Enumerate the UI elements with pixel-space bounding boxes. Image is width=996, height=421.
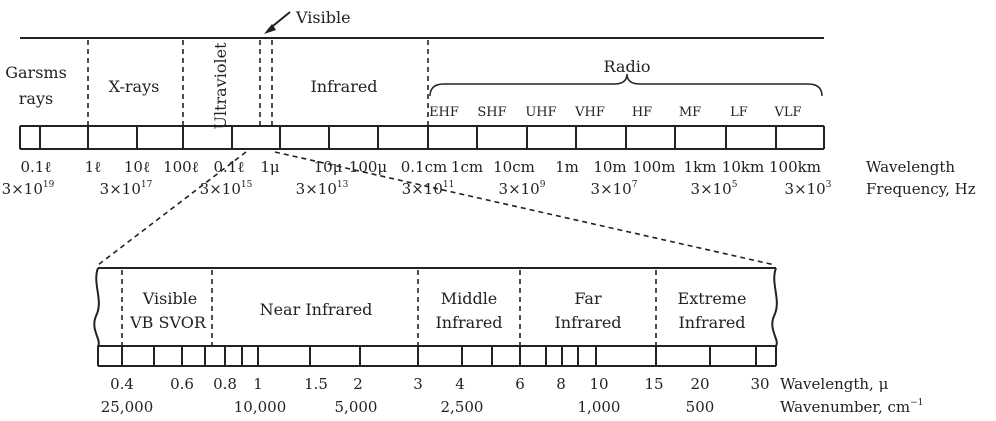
radio-band-mf: MF <box>679 105 701 120</box>
region-visible-line1: Visible <box>142 289 198 308</box>
bottom-wavenumber-tick-label: 5,000 <box>335 398 378 416</box>
region-extreme-infrared-line1: Extreme <box>678 289 747 308</box>
bottom-wavelength-tick-label: 1 <box>253 375 263 393</box>
top-wavelength-tick-label: 0.1cm <box>401 158 447 176</box>
bottom-wavelength-tick-label: 6 <box>515 375 525 393</box>
top-wavelength-tick-label: 0.1ℓ <box>213 158 244 176</box>
top-frequency-tick-label: 3×105 <box>691 180 738 198</box>
top-wavelength-tick-label: 1μ <box>260 158 280 176</box>
radio-band-labels: EHF SHF UHF VHF HF MF LF VLF <box>429 105 801 120</box>
visible-callout-label: Visible <box>295 8 351 27</box>
bottom-wavelength-tick-label: 0.8 <box>213 375 237 393</box>
region-extreme-infrared-line2: Infrared <box>678 313 745 332</box>
radio-band-uhf: UHF <box>525 105 556 120</box>
top-wavelength-tick-label: 1cm <box>451 158 483 176</box>
top-frequency-ticks: 3×1019 3×1017 3×1015 3×1013 3×1011 3×109 3×107… <box>2 180 832 198</box>
radio-band-ehf: EHF <box>429 105 459 120</box>
region-visible-line2: VB SVOR <box>129 313 207 332</box>
radio-band-vhf: VHF <box>574 105 605 120</box>
bottom-wavelength-tick-label: 0.6 <box>170 375 194 393</box>
radio-band-hf: HF <box>632 105 652 120</box>
top-frequency-tick-label: 3×1019 <box>2 180 55 198</box>
bottom-wavy-left <box>93 267 100 347</box>
region-infrared: Infrared <box>310 77 377 96</box>
bottom-wavelength-tick-label: 4 <box>455 375 465 393</box>
bottom-wavelength-tick-label: 15 <box>644 375 663 393</box>
top-wavelength-tick-label: 10m <box>593 158 626 176</box>
bottom-wavelength-tick-label: 3 <box>413 375 423 393</box>
bottom-ruler-ticks <box>97 346 777 366</box>
region-xrays: X-rays <box>109 77 160 96</box>
top-wavelength-tick-label: 0.1ℓ <box>20 158 51 176</box>
region-far-infrared-line1: Far <box>574 289 602 308</box>
top-frequency-tick-label: 3×1015 <box>200 180 253 198</box>
radio-band-lf: LF <box>730 105 748 120</box>
bottom-wavenumber-tick-label: 500 <box>686 398 715 416</box>
bottom-wavenumber-label: Wavenumber, cm−1 <box>780 398 923 416</box>
bottom-wavelength-tick-label: 0.4 <box>110 375 134 393</box>
top-frequency-tick-label: 3×1013 <box>296 180 349 198</box>
region-near-infrared: Near Infrared <box>260 300 373 319</box>
radio-band-vlf: VLF <box>773 105 801 120</box>
zoom-line-right <box>274 151 776 266</box>
region-middle-infrared-line1: Middle <box>441 289 498 308</box>
bottom-wavelength-tick-label: 1.5 <box>304 375 328 393</box>
top-wavelength-tick-label: 100km <box>769 158 821 176</box>
bottom-wavenumber-tick-label: 2,500 <box>441 398 484 416</box>
top-wavelength-tick-label: 1km <box>684 158 717 176</box>
region-middle-infrared-line2: Infrared <box>435 313 502 332</box>
top-wavelength-tick-label: 100m <box>633 158 676 176</box>
top-frequency-tick-label: 3×103 <box>785 180 832 198</box>
bottom-wavelength-tick-label: 30 <box>750 375 769 393</box>
region-gamma-line1: Garsms <box>5 63 67 82</box>
top-wavelength-ticks: 0.1ℓ 1ℓ 10ℓ 100ℓ 0.1ℓ 1μ 10μ 100μ 0.1cm 1cm 10cm 1m… <box>20 158 821 176</box>
top-frequency-tick-label: 3×107 <box>591 180 638 198</box>
bottom-wavelength-tick-label: 10 <box>589 375 608 393</box>
bottom-wavelength-ticks: 0.4 0.6 0.8 1 1.5 2 3 4 6 8 10 15 20 30 <box>110 375 769 393</box>
region-radio: Radio <box>604 57 651 76</box>
top-frequency-label: Frequency, Hz <box>866 180 976 198</box>
top-wavelength-tick-label: 10ℓ <box>124 158 150 176</box>
top-wavelength-tick-label: 1m <box>555 158 579 176</box>
bottom-wavenumber-tick-label: 25,000 <box>101 398 154 416</box>
radio-band-shf: SHF <box>477 105 506 120</box>
top-frequency-tick-label: 3×109 <box>499 180 546 198</box>
top-wavelength-tick-label: 1ℓ <box>85 158 102 176</box>
bottom-wavelength-tick-label: 8 <box>556 375 566 393</box>
top-wavelength-tick-label: 100ℓ <box>163 158 199 176</box>
top-wavelength-tick-label: 10cm <box>493 158 535 176</box>
bottom-wavelength-label: Wavelength, μ <box>780 375 889 393</box>
top-wavelength-label: Wavelength <box>866 158 955 176</box>
top-ruler-ticks <box>19 126 825 149</box>
top-frequency-tick-label: 3×1011 <box>402 180 455 198</box>
bottom-wavenumber-ticks: 25,000 10,000 5,000 2,500 1,000 500 <box>101 398 715 416</box>
region-far-infrared-line2: Infrared <box>554 313 621 332</box>
bottom-wavenumber-tick-label: 1,000 <box>578 398 621 416</box>
bottom-wavy-right <box>771 267 778 347</box>
radio-brace <box>429 73 823 97</box>
visible-arrowhead-icon <box>264 24 276 34</box>
bottom-wavelength-tick-label: 2 <box>353 375 363 393</box>
region-ultraviolet: Ultraviolet <box>211 42 230 130</box>
top-wavelength-tick-label: 100μ <box>349 158 388 176</box>
bottom-wavenumber-tick-label: 10,000 <box>234 398 287 416</box>
top-wavelength-tick-label: 10km <box>722 158 764 176</box>
top-frequency-tick-label: 3×1017 <box>100 180 153 198</box>
region-gamma-line2: rays <box>19 89 53 108</box>
zoom-line-left <box>97 151 247 266</box>
bottom-wavelength-tick-label: 20 <box>690 375 709 393</box>
